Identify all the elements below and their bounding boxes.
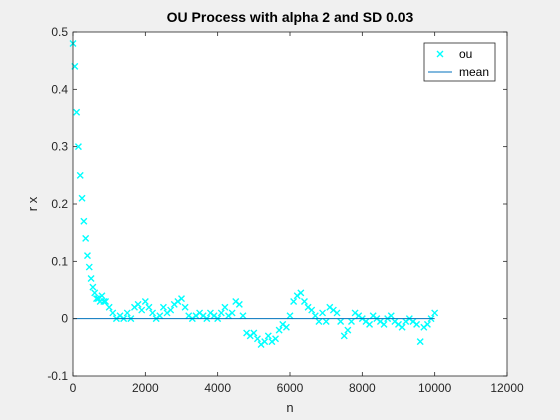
y-tick-label: 0 (61, 312, 68, 326)
y-tick-label: 0.4 (51, 82, 68, 96)
data-point-ou (272, 335, 280, 343)
data-point-ou (76, 171, 84, 179)
data-point-ou (141, 297, 149, 305)
data-point-ou (109, 309, 117, 317)
data-point-ou (167, 306, 175, 314)
data-point-ou (322, 318, 330, 326)
x-tick-label: 2000 (132, 381, 159, 395)
data-point-ou (98, 292, 106, 300)
data-point-ou (235, 300, 243, 308)
ticks-layer: 0 2000 4000 6000 8000 10000 12000-0.100.10.20.… (47, 25, 524, 395)
data-point-ou (423, 320, 431, 328)
data-point-ou (250, 329, 258, 337)
data-point-ou (145, 303, 153, 311)
x-tick-label: 10000 (418, 381, 452, 395)
data-point-ou (87, 275, 95, 283)
data-point-ou (286, 312, 294, 320)
data-point-ou (261, 338, 269, 346)
data-point-ou (149, 309, 157, 317)
data-point-ou (178, 295, 185, 303)
legend-mean-label: mean (459, 65, 489, 79)
legend: ou mean (423, 42, 496, 82)
data-point-ou (91, 289, 99, 297)
data-point-ou (83, 252, 91, 260)
series-ou (69, 39, 439, 348)
legend-ou-x-mark (436, 50, 444, 58)
data-point-ou (253, 335, 261, 343)
legend-box (423, 42, 496, 82)
data-point-ou (290, 297, 298, 305)
data-point-ou (398, 323, 406, 331)
x-tick-label: 8000 (349, 381, 376, 395)
data-point-ou (217, 309, 225, 317)
x-tick-label: 4000 (204, 381, 231, 395)
data-point-ou (82, 234, 90, 242)
data-point-ou (337, 318, 345, 326)
data-point-ou (380, 320, 388, 328)
data-point-ou (102, 297, 110, 305)
data-point-ou (297, 289, 305, 297)
data-point-ou (340, 332, 348, 340)
data-point-ou (275, 326, 283, 334)
data-point-ou (311, 312, 319, 320)
data-point-ou (300, 297, 308, 305)
data-point-ou (105, 303, 113, 311)
data-point-ou (239, 312, 247, 320)
data-point-ou (221, 303, 229, 311)
data-point-ou (156, 312, 164, 320)
y-axis-label: r x (25, 196, 40, 211)
legend-ou-label: ou (459, 47, 472, 61)
y-tick-label: 0.3 (51, 140, 68, 154)
data-point-ou (85, 263, 93, 271)
data-point-ou (416, 338, 424, 346)
data-point-ou (366, 320, 374, 328)
data-point-ou (344, 326, 352, 334)
data-point-ou (431, 309, 439, 317)
data-point-ou (319, 309, 327, 317)
data-point-ou (134, 300, 142, 308)
data-point-ou (264, 332, 272, 340)
data-point-ou (282, 323, 290, 331)
data-point-ou (89, 283, 97, 291)
data-point-ou (159, 303, 167, 311)
x-tick-label: 6000 (277, 381, 304, 395)
data-point-ou (413, 320, 421, 328)
y-tick-label: 0.1 (51, 254, 68, 268)
data-point-ou (387, 312, 395, 320)
x-tick-label: 0 (70, 381, 77, 395)
data-point-ou (123, 309, 131, 317)
data-point-ou (308, 306, 316, 314)
data-point-ou (333, 309, 341, 317)
data-point-ou (73, 108, 81, 116)
x-axis-label: n (286, 400, 293, 415)
y-tick-label: 0.5 (51, 25, 68, 39)
series-layer (69, 39, 439, 348)
data-point-ou (138, 306, 146, 314)
data-point-ou (315, 318, 323, 326)
data-point-ou (78, 194, 86, 202)
legend-ou-marker-icon (436, 50, 444, 58)
data-point-ou (347, 318, 355, 326)
data-point-ou (100, 297, 108, 305)
plot-area (73, 32, 507, 376)
chart-title: OU Process with alpha 2 and SD 0.03 (167, 9, 414, 25)
data-point-ou (181, 303, 189, 311)
data-point-ou (80, 217, 88, 225)
y-tick-label: -0.1 (47, 369, 68, 383)
y-tick-label: 0.2 (51, 197, 68, 211)
x-tick-label: 12000 (490, 381, 524, 395)
data-point-ou (228, 309, 236, 317)
data-point-ou (74, 143, 82, 151)
